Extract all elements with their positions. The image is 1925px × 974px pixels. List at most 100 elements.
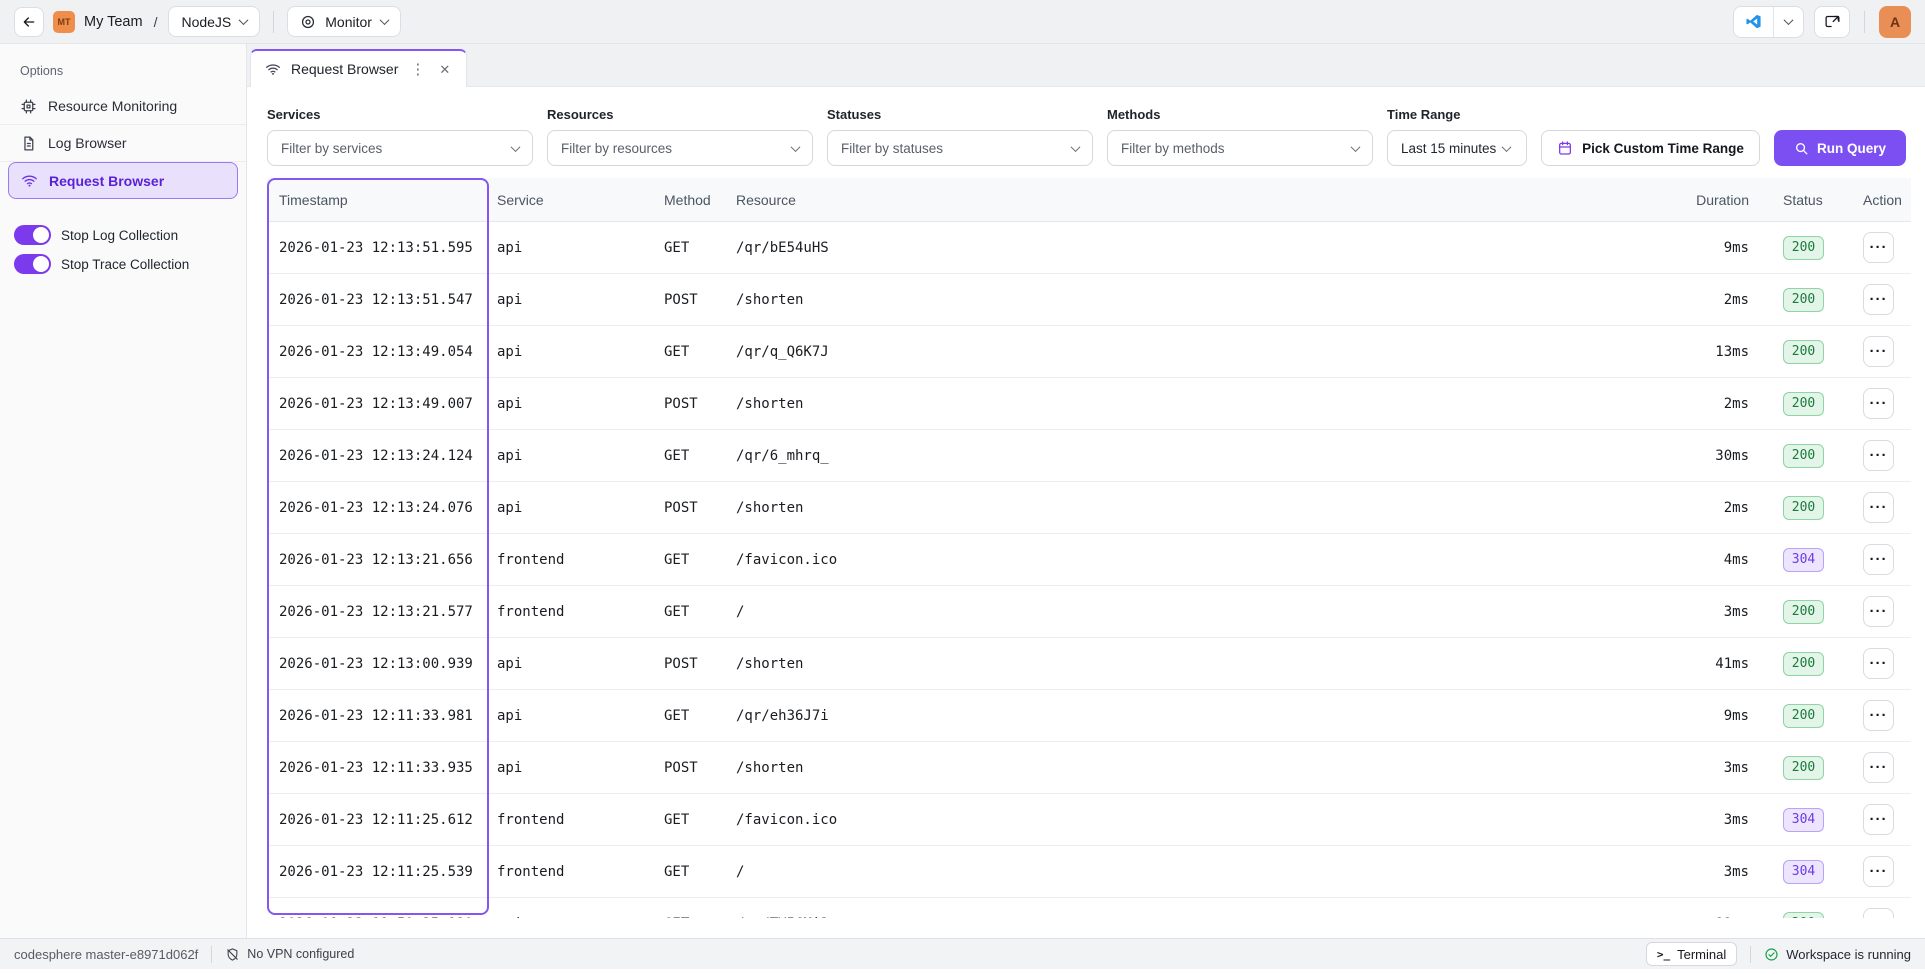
table-row[interactable]: 2026-01-23 12:13:21.577 frontend GET / 3…: [267, 586, 1911, 638]
back-button[interactable]: [14, 6, 44, 37]
row-actions-button[interactable]: ···: [1863, 700, 1894, 731]
table-row[interactable]: 2026-01-23 11:59:35.180 api GET /qr/TY56…: [267, 898, 1911, 918]
services-filter-label: Services: [267, 107, 321, 122]
timestamp-cell: 2026-01-23 12:11:33.981: [279, 707, 473, 724]
status-badge: 200: [1783, 599, 1824, 624]
status-cell: 200: [1749, 287, 1849, 312]
table-row[interactable]: 2026-01-23 12:11:25.612 frontend GET /fa…: [267, 794, 1911, 846]
table-row[interactable]: 2026-01-23 12:13:51.547 api POST /shorte…: [267, 274, 1911, 326]
stop-log-collection-toggle-row[interactable]: Stop Log Collection: [14, 225, 232, 245]
method-cell: GET: [664, 707, 690, 724]
table-row[interactable]: 2026-01-23 12:13:49.007 api POST /shorte…: [267, 378, 1911, 430]
resource-cell: /qr/eh36J7i: [736, 707, 829, 724]
statuses-filter-select[interactable]: Filter by statuses: [827, 130, 1093, 166]
status-cell: 200: [1749, 651, 1849, 676]
action-cell: ···: [1849, 492, 1911, 523]
tab-close-icon[interactable]: ✕: [439, 61, 451, 77]
resource-cell: /qr/bE54uHS: [736, 239, 829, 256]
row-actions-button[interactable]: ···: [1863, 856, 1894, 887]
status-badge: 200: [1783, 911, 1824, 918]
status-cell: 200: [1749, 235, 1849, 260]
workspace-dropdown[interactable]: NodeJS: [168, 6, 261, 37]
status-badge: 200: [1783, 391, 1824, 416]
resources-filter-select[interactable]: Filter by resources: [547, 130, 813, 166]
tab-request-browser[interactable]: Request Browser ⋮ ✕: [250, 49, 468, 87]
time-range-label: Time Range: [1387, 107, 1461, 122]
chevron-down-icon: [379, 15, 390, 26]
view-mode-dropdown[interactable]: Monitor: [287, 6, 401, 37]
table-row[interactable]: 2026-01-23 12:13:00.939 api POST /shorte…: [267, 638, 1911, 690]
terminal-label: Terminal: [1677, 946, 1727, 962]
table-row[interactable]: 2026-01-23 12:13:24.076 api POST /shorte…: [267, 482, 1911, 534]
row-actions-button[interactable]: ···: [1863, 752, 1894, 783]
run-query-button[interactable]: Run Query: [1774, 130, 1906, 166]
row-actions-button[interactable]: ···: [1863, 440, 1894, 471]
row-actions-button[interactable]: ···: [1863, 804, 1894, 835]
request-browser-panel: Services Filter by services Resources Fi…: [247, 87, 1925, 938]
workspace-id-text: codesphere master-e8971d062f: [14, 946, 199, 962]
stop-trace-collection-toggle-row[interactable]: Stop Trace Collection: [14, 254, 232, 274]
action-cell: ···: [1849, 648, 1911, 679]
method-cell: GET: [664, 863, 690, 880]
row-actions-button[interactable]: ···: [1863, 648, 1894, 679]
row-actions-button[interactable]: ···: [1863, 388, 1894, 419]
table-row[interactable]: 2026-01-23 12:13:24.124 api GET /qr/6_mh…: [267, 430, 1911, 482]
resource-cell: /: [736, 863, 745, 880]
toggle-switch-on[interactable]: [14, 225, 51, 245]
sidebar-item-resource-monitoring[interactable]: Resource Monitoring: [0, 88, 246, 125]
row-actions-button[interactable]: ···: [1863, 336, 1894, 367]
row-actions-button[interactable]: ···: [1863, 232, 1894, 263]
row-actions-button[interactable]: ···: [1863, 492, 1894, 523]
status-badge: 200: [1783, 339, 1824, 364]
row-actions-button[interactable]: ···: [1863, 284, 1894, 315]
sidebar-item-request-browser[interactable]: Request Browser: [8, 162, 238, 199]
methods-filter-select[interactable]: Filter by methods: [1107, 130, 1373, 166]
search-icon: [1794, 141, 1809, 156]
table-row[interactable]: 2026-01-23 12:13:51.595 api GET /qr/bE54…: [267, 222, 1911, 274]
vscode-icon: [1745, 13, 1762, 30]
table-row[interactable]: 2026-01-23 12:13:21.656 frontend GET /fa…: [267, 534, 1911, 586]
chevron-down-icon: [238, 15, 249, 26]
method-cell: POST: [664, 759, 698, 776]
status-badge: 200: [1783, 495, 1824, 520]
sidebar-item-log-browser[interactable]: Log Browser: [0, 125, 246, 162]
terminal-button[interactable]: >_ Terminal: [1645, 942, 1738, 966]
table-row[interactable]: 2026-01-23 12:11:25.539 frontend GET / 3…: [267, 846, 1911, 898]
table-row[interactable]: 2026-01-23 12:11:33.981 api GET /qr/eh36…: [267, 690, 1911, 742]
resource-cell: /qr/q_Q6K7J: [736, 343, 829, 360]
external-display-icon: [1824, 13, 1841, 30]
service-cell: frontend: [497, 811, 565, 828]
statusbar-divider: [1750, 945, 1752, 963]
open-external-window-button[interactable]: [1814, 5, 1850, 38]
row-actions-button[interactable]: ···: [1863, 596, 1894, 627]
timestamp-cell: 2026-01-23 12:13:00.939: [279, 655, 473, 672]
pick-custom-time-range-button[interactable]: Pick Custom Time Range: [1541, 130, 1760, 166]
user-avatar[interactable]: A: [1879, 5, 1911, 38]
breadcrumb-team-name[interactable]: My Team: [84, 13, 143, 30]
status-badge: 304: [1783, 859, 1824, 884]
timestamp-cell: 2026-01-23 12:13:51.595: [279, 239, 473, 256]
table-row[interactable]: 2026-01-23 12:11:33.935 api POST /shorte…: [267, 742, 1911, 794]
services-filter-placeholder: Filter by services: [281, 140, 383, 156]
tab-menu-kebab-icon[interactable]: ⋮: [410, 60, 426, 78]
status-cell: 200: [1749, 911, 1849, 918]
timestamp-cell: 2026-01-23 12:13:51.547: [279, 291, 473, 308]
method-cell: GET: [664, 603, 690, 620]
row-actions-button[interactable]: ···: [1863, 908, 1894, 918]
status-cell: 304: [1749, 807, 1849, 832]
method-cell: GET: [664, 916, 736, 919]
table-row[interactable]: 2026-01-23 12:13:49.054 api GET /qr/q_Q6…: [267, 326, 1911, 378]
row-actions-button[interactable]: ···: [1863, 544, 1894, 575]
duration-cell: 2ms: [1723, 291, 1749, 308]
duration-cell: 9ms: [1723, 707, 1749, 724]
action-cell: ···: [1849, 804, 1911, 835]
toggle-switch-on[interactable]: [14, 254, 51, 274]
editor-options-chevron-button[interactable]: [1773, 6, 1803, 37]
workspace-running-status: Workspace is running: [1764, 947, 1911, 962]
workspace-running-text: Workspace is running: [1786, 946, 1911, 962]
time-range-select[interactable]: Last 15 minutes: [1387, 130, 1527, 166]
vscode-button[interactable]: [1734, 7, 1773, 37]
services-filter-select[interactable]: Filter by services: [267, 130, 533, 166]
status-cell: 304: [1749, 547, 1849, 572]
sidebar-title: Options: [20, 64, 64, 78]
